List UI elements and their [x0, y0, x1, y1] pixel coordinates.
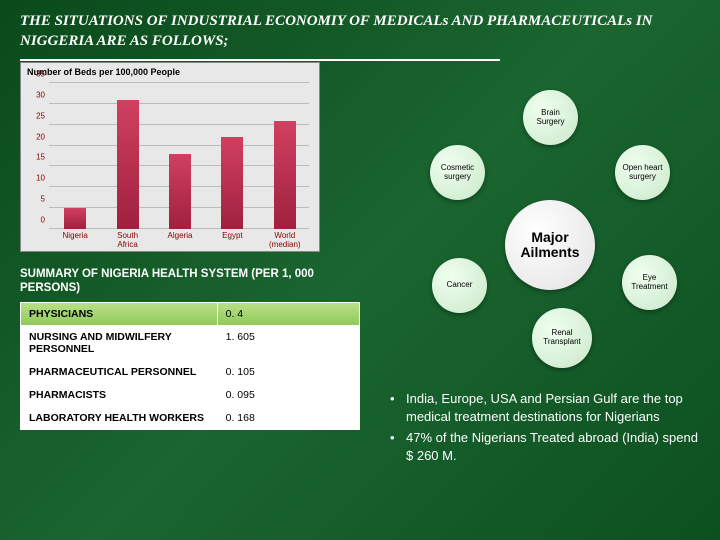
- table-row-value: 0. 105: [217, 361, 359, 384]
- table-row-value: 1. 605: [217, 326, 359, 361]
- table-row-label: PHARMACEUTICAL PERSONNEL: [21, 361, 218, 384]
- diagram-node-eye: Eye Treatment: [622, 255, 677, 310]
- table-row-label: PHYSICIANS: [21, 303, 218, 326]
- health-summary-table: PHYSICIANS 0. 4 NURSING AND MIDWILFERY P…: [20, 302, 360, 430]
- summary-title: SUMMARY OF NIGERIA HEALTH SYSTEM (PER 1,…: [20, 268, 330, 296]
- chart-bar: [64, 208, 86, 229]
- diagram-node-cancer: Cancer: [432, 258, 487, 313]
- bullet-list: India, Europe, USA and Persian Gulf are …: [390, 390, 700, 468]
- beds-bar-chart: Number of Beds per 100,000 People 051015…: [20, 62, 320, 252]
- table-row-value: 0. 095: [217, 384, 359, 407]
- table-row-label: LABORATORY HEALTH WORKERS: [21, 407, 218, 430]
- chart-bar: [221, 137, 243, 229]
- chart-bar: [274, 121, 296, 229]
- diagram-node-openheart: Open heart surgery: [615, 145, 670, 200]
- slide-title: THE SITUATIONS OF INDUSTRIAL ECONOMIY OF…: [0, 0, 720, 59]
- bullet-item: India, Europe, USA and Persian Gulf are …: [390, 390, 700, 425]
- chart-bar: [169, 154, 191, 229]
- title-underline: [20, 59, 500, 61]
- bullet-item: 47% of the Nigerians Treated abroad (Ind…: [390, 429, 700, 464]
- chart-bar: [117, 100, 139, 229]
- diagram-center: Major Ailments: [505, 200, 595, 290]
- table-row-value: 0. 4: [217, 303, 359, 326]
- table-row-label: PHARMACISTS: [21, 384, 218, 407]
- chart-title: Number of Beds per 100,000 People: [21, 63, 319, 81]
- diagram-node-renal: Renal Transplant: [532, 308, 592, 368]
- table-row-label: NURSING AND MIDWILFERY PERSONNEL: [21, 326, 218, 361]
- ailments-cycle-diagram: Major Ailments Brain Surgery Open heart …: [400, 90, 700, 320]
- diagram-node-brain: Brain Surgery: [523, 90, 578, 145]
- table-row-value: 0. 168: [217, 407, 359, 430]
- diagram-node-cosmetic: Cosmetic surgery: [430, 145, 485, 200]
